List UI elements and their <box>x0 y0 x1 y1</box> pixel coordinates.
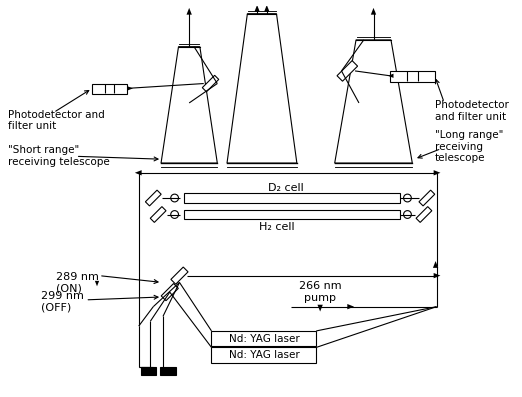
Text: 266 nm
pump: 266 nm pump <box>299 281 341 303</box>
Bar <box>211 331 316 347</box>
Circle shape <box>404 211 411 218</box>
Bar <box>92 83 127 94</box>
Bar <box>390 71 435 82</box>
Polygon shape <box>135 170 141 175</box>
Polygon shape <box>227 13 297 163</box>
Polygon shape <box>371 8 376 15</box>
Bar <box>160 367 175 375</box>
Text: Photodetector and
filter unit: Photodetector and filter unit <box>8 110 104 131</box>
Polygon shape <box>254 5 260 12</box>
Polygon shape <box>264 5 269 12</box>
Polygon shape <box>347 304 354 309</box>
Text: Nd: YAG laser: Nd: YAG laser <box>229 334 299 344</box>
Text: Nd: YAG laser: Nd: YAG laser <box>229 350 299 360</box>
Text: Photodetector
and filter unit: Photodetector and filter unit <box>435 100 508 121</box>
Polygon shape <box>434 170 441 175</box>
Polygon shape <box>317 305 323 312</box>
Text: H₂ cell: H₂ cell <box>259 222 294 232</box>
Polygon shape <box>161 47 217 163</box>
Polygon shape <box>150 206 166 222</box>
Polygon shape <box>186 8 192 15</box>
Polygon shape <box>434 273 441 278</box>
Polygon shape <box>419 190 435 206</box>
Bar <box>211 347 316 363</box>
Polygon shape <box>388 74 394 78</box>
Text: D₂ cell: D₂ cell <box>268 183 304 193</box>
Polygon shape <box>433 261 438 268</box>
Circle shape <box>404 194 411 202</box>
Polygon shape <box>203 75 219 92</box>
Polygon shape <box>171 267 188 284</box>
Polygon shape <box>335 40 412 163</box>
Circle shape <box>171 194 179 202</box>
Bar <box>184 210 400 220</box>
Bar <box>140 367 156 375</box>
Circle shape <box>171 211 179 218</box>
Polygon shape <box>95 281 99 286</box>
Polygon shape <box>416 206 432 222</box>
Text: "Short range"
receiving telescope: "Short range" receiving telescope <box>8 145 110 167</box>
Polygon shape <box>146 190 161 206</box>
Bar <box>184 193 400 203</box>
Polygon shape <box>337 61 358 81</box>
Polygon shape <box>161 283 179 301</box>
Text: 289 nm
(ON): 289 nm (ON) <box>56 272 99 293</box>
Text: 299 nm
(OFF): 299 nm (OFF) <box>41 291 84 312</box>
Text: "Long range"
receiving
telescope: "Long range" receiving telescope <box>435 130 503 163</box>
Polygon shape <box>127 86 133 91</box>
